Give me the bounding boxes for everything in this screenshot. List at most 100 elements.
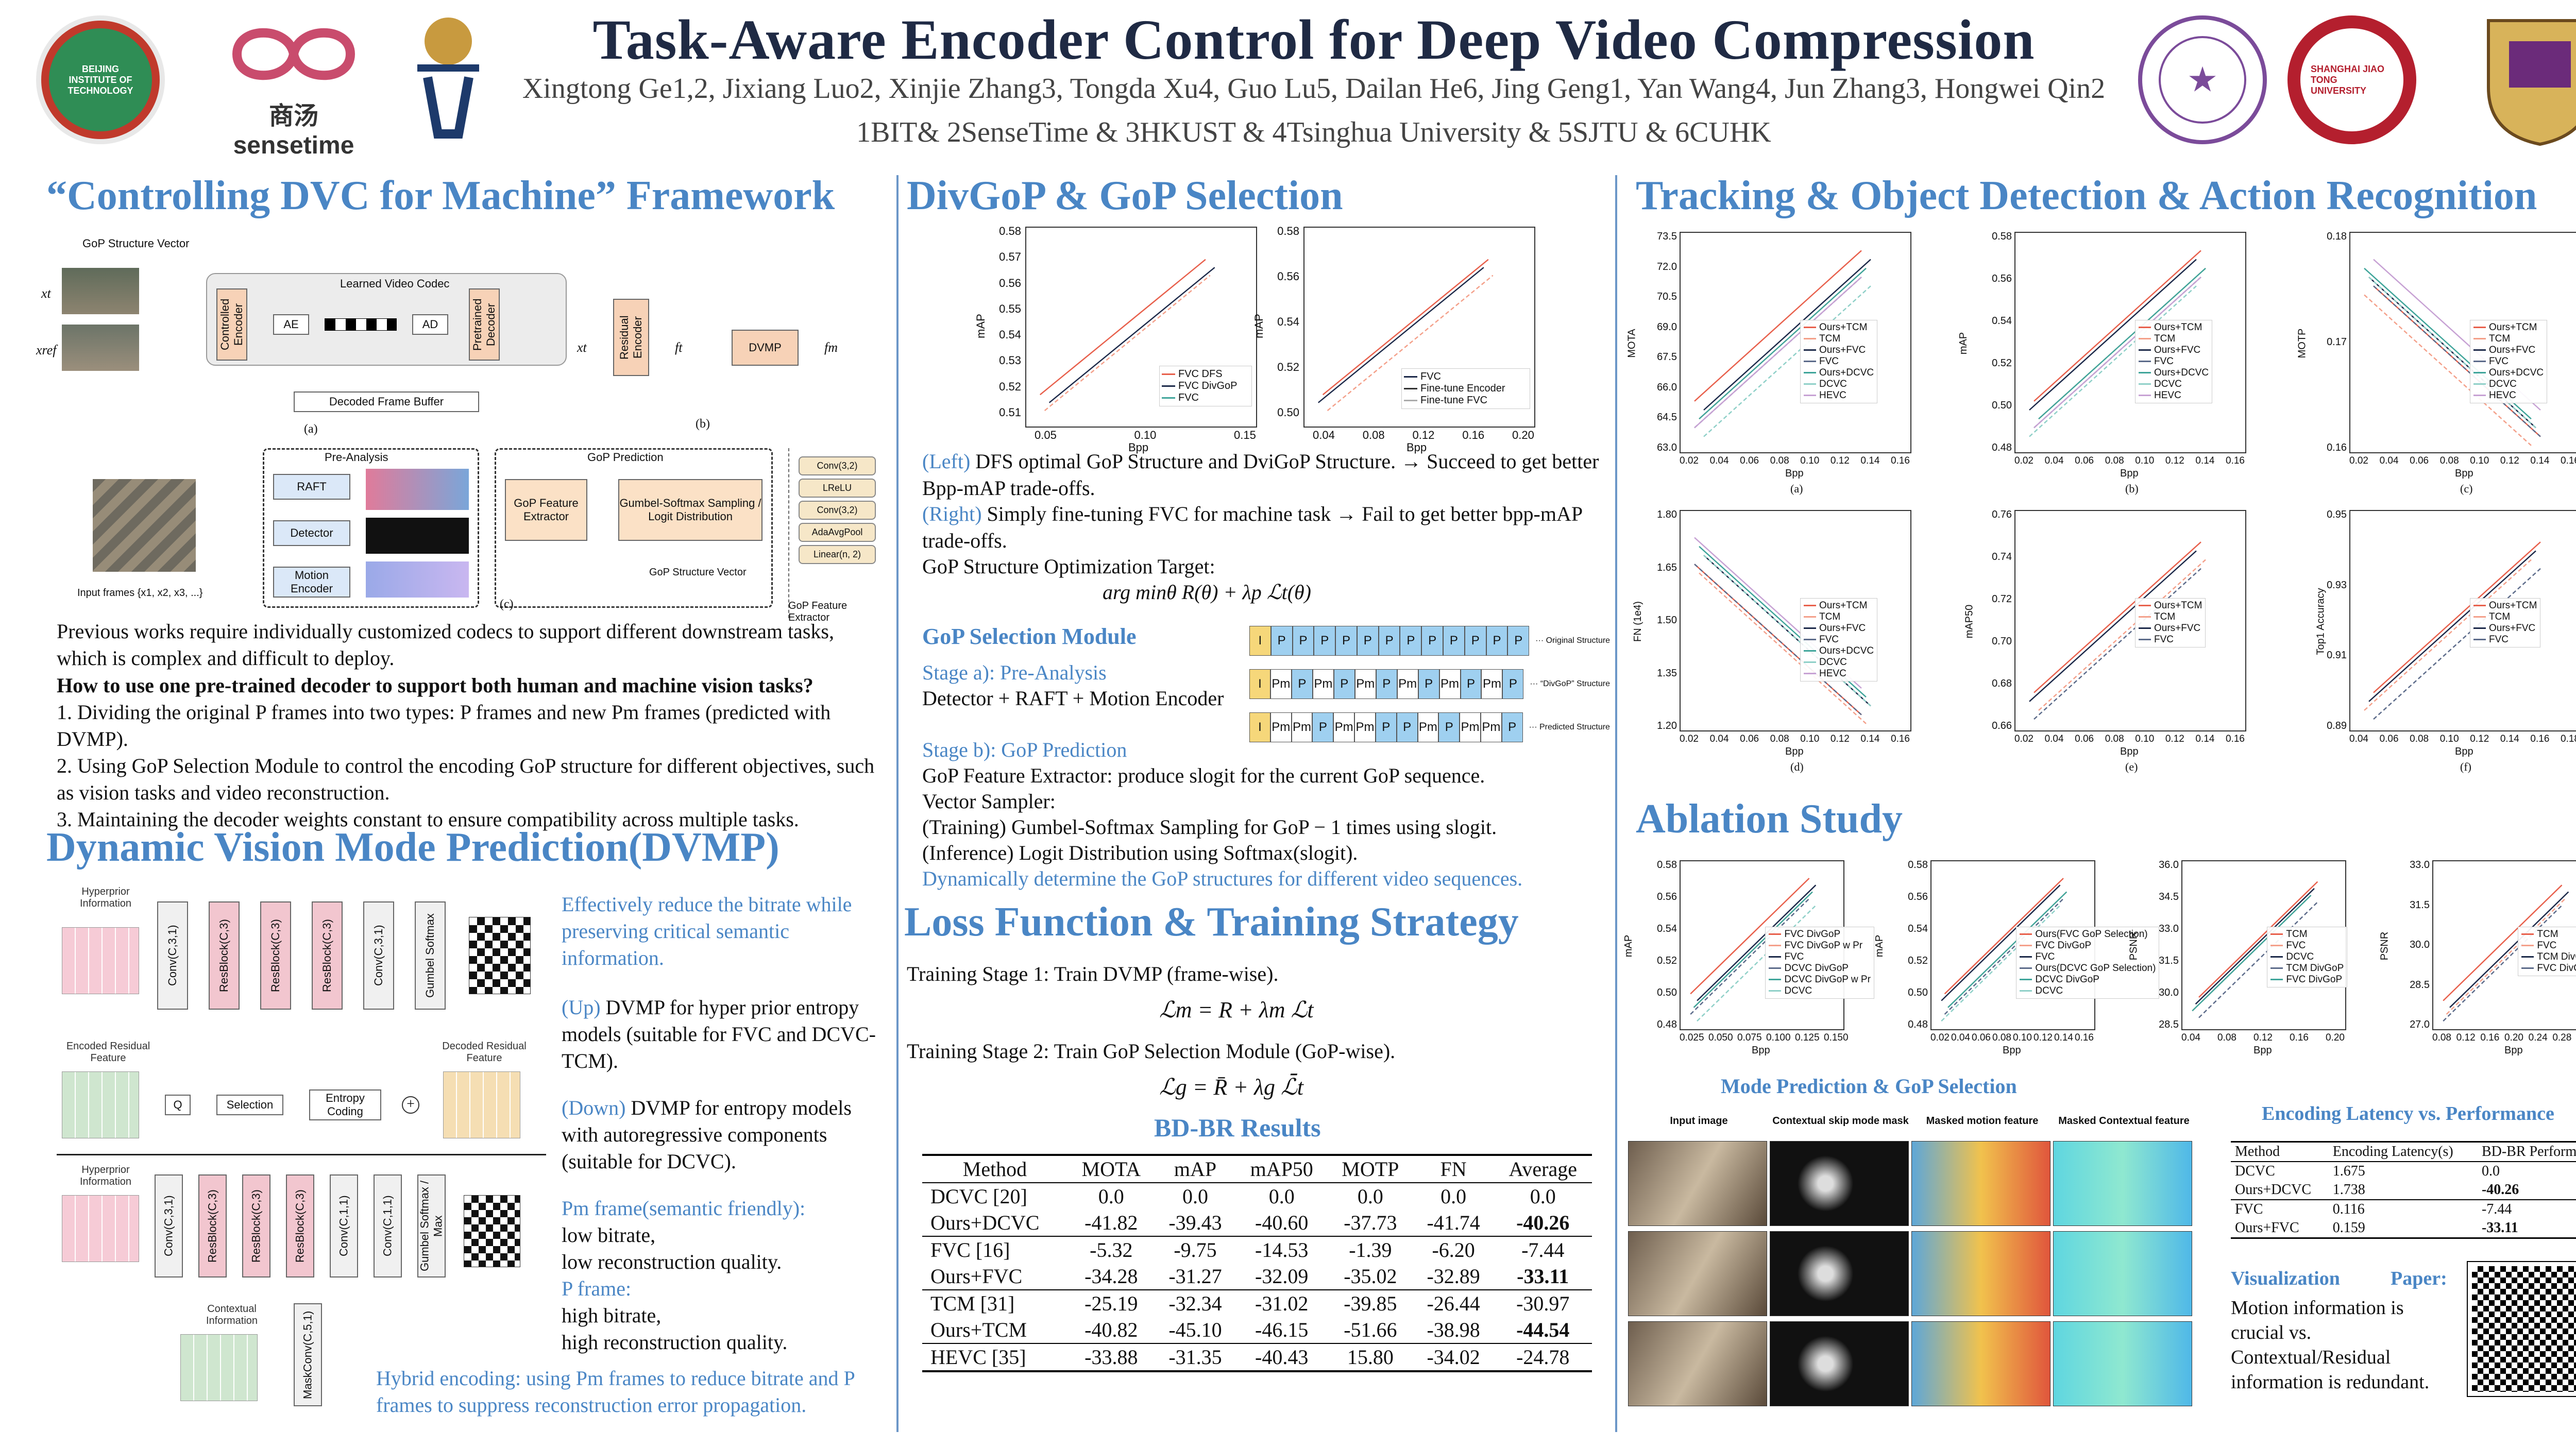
series-line (2192, 895, 2312, 1012)
gop-cell: P (1292, 626, 1314, 656)
legend-label: DCVC (1784, 985, 1812, 996)
tick-label: 0.56 (1657, 891, 1677, 902)
residual-encoder-block: Residual Encoder (613, 299, 649, 376)
legend-entry: TCM (1804, 333, 1874, 345)
legend-entry: TCM (2521, 929, 2576, 940)
controlled-encoder-block: Controlled Encoder (216, 288, 247, 361)
tick-label: 0.08 (2105, 455, 2124, 466)
legend-label: TCM DivGoP (2537, 951, 2576, 962)
legend-swatch (2473, 639, 2486, 641)
plot-legend: Ours+TCM TCM Ours+FVC FVC (2135, 598, 2206, 648)
raft-block: RAFT (273, 474, 350, 500)
tick-label: 0.04 (2379, 455, 2399, 466)
legend-entry: FVC (2270, 940, 2344, 951)
table-cell: Ours+DCVC (2235, 1182, 2312, 1198)
series-line (1944, 878, 2064, 995)
legend-swatch (2139, 349, 2151, 351)
table-cell: -24.78 (1494, 1343, 1592, 1371)
legend-label: HEVC (1819, 389, 1846, 401)
legend-entry: Ours+TCM (1804, 322, 1874, 333)
gop-cell: Pm (1270, 669, 1292, 699)
tick-label: 0.16 (1462, 429, 1485, 441)
gop-cell: P (1314, 626, 1336, 656)
subplot: 1.20 1.35 1.50 1.65 1.80 0.02 0.04 0.06 0.08 0.10… (1628, 505, 1963, 783)
legend-swatch (2473, 338, 2486, 340)
tick-label: 0.54 (1657, 923, 1677, 934)
paper-qr-code[interactable] (2467, 1261, 2576, 1397)
gop-cell: P (1333, 669, 1355, 699)
legend-label: Ours+TCM (2154, 600, 2202, 611)
legend-label: DCVC (1819, 656, 1847, 668)
legend-swatch (2270, 956, 2283, 958)
series-line (2038, 559, 2206, 711)
tick-label: 0.56 (999, 276, 1021, 289)
legend-entry: DCVC DivGoP (1769, 963, 1871, 974)
table-cell: -40.60 (1255, 1211, 1309, 1234)
legend-entry: TCM (1804, 611, 1874, 623)
legend-label: FVC (2286, 940, 2306, 951)
plot-svg (1694, 537, 1871, 724)
tick-label: 0.58 (999, 225, 1021, 237)
tick-label: 0.66 (1992, 720, 2012, 731)
table-cell: Ours+TCM (930, 1318, 1027, 1341)
tick-label: 0.06 (1972, 1032, 1991, 1043)
series-line (2195, 888, 2315, 1005)
tick-label: 0.12 (1830, 734, 1850, 744)
table-cell: -35.02 (1344, 1265, 1397, 1288)
tick-label: 0.16 (2226, 455, 2245, 466)
poster-title: Task-Aware Encoder Control for Deep Vide… (592, 8, 2035, 71)
tick-label: 0.04 (1709, 455, 1729, 466)
gop-cell: P (1378, 626, 1400, 656)
tick-label: 0.150 (1824, 1032, 1849, 1043)
table-cell: DCVC [20] (930, 1185, 1027, 1208)
table-cell: 0.0 (1268, 1185, 1295, 1208)
legend-label: Ours+TCM (2489, 321, 2537, 333)
loss-stage-1: Training Stage 1: Train DVMP (frame-wise… (907, 962, 1279, 985)
series-line (1699, 267, 1867, 420)
table-cell: -31.27 (1168, 1265, 1222, 1288)
tick-label: 0.16 (2327, 442, 2347, 453)
gop-cell: Pm (1481, 669, 1503, 699)
legend-swatch (2139, 616, 2151, 618)
legend-label: Ours(FVC GoP Selection) (2035, 928, 2148, 940)
table-cell: 1.675 (2332, 1163, 2365, 1179)
tick-label: 0.125 (1795, 1032, 1820, 1043)
tick-label: 0.14 (2500, 734, 2519, 744)
dvmp-figure: Hyperprior Information Conv(C,3,1) ResBl… (57, 886, 546, 1417)
legend-swatch (2139, 383, 2151, 385)
series-line (2033, 541, 2201, 693)
framework-point-1: 1. Dividing the original P frames into t… (57, 701, 831, 751)
tick-label: 0.52 (1908, 955, 1928, 966)
subplot-caption: (b) (2125, 482, 2139, 495)
legend-entry: Ours+FVC (2139, 623, 2202, 634)
legend-label: Ours+DCVC (1819, 645, 1874, 656)
table-cell: -5.32 (1067, 1236, 1155, 1263)
series-line (2368, 550, 2536, 702)
legend-label: Ours+TCM (2489, 600, 2537, 611)
legend-entry: FVC DivGoP (2270, 974, 2344, 985)
legend-entry: DCVC (2473, 379, 2544, 390)
legend-entry: TCM DivGoP (2270, 963, 2344, 974)
tick-label: 0.20 (1512, 429, 1534, 441)
legend-label: Ours+FVC (2489, 622, 2536, 634)
legend-entry: Ours+DCVC (1804, 367, 1874, 379)
legend-entry: Ours+TCM (1804, 600, 1874, 611)
legend-swatch (1769, 945, 1782, 947)
ad-block: AD (412, 314, 448, 335)
divgop-right-xlabel: Bpp (1406, 441, 1427, 454)
legend-swatch (2521, 967, 2534, 969)
series-line (2033, 568, 2201, 720)
legend-entry: Ours+DCVC (2139, 367, 2209, 379)
legend-label: TCM DivGoP (2286, 962, 2344, 974)
legend-entry: HEVC (2139, 390, 2209, 401)
legend-swatch (1162, 373, 1175, 375)
tick-label: 0.74 (1992, 551, 2012, 563)
table-header: Average (1494, 1155, 1592, 1183)
tick-label: 0.025 (1680, 1032, 1704, 1043)
axis-label: Bpp (2253, 1045, 2272, 1056)
tick-label: 27.0 (2410, 1019, 2430, 1030)
tick-label: 0.12 (2470, 734, 2489, 744)
legend-entry: FVC DivGoP (1769, 929, 1871, 940)
visualization-grid: Input image Contextual skip mode mask Mask… (1628, 1115, 2205, 1414)
legend-swatch (2139, 639, 2151, 641)
